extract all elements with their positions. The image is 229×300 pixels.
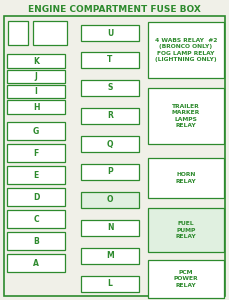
Text: C: C xyxy=(33,214,39,224)
Text: A: A xyxy=(33,259,39,268)
Text: PCM
POWER
RELAY: PCM POWER RELAY xyxy=(174,270,198,288)
Bar xyxy=(7,100,65,114)
Text: ENGINE COMPARTMENT FUSE BOX: ENGINE COMPARTMENT FUSE BOX xyxy=(28,4,201,14)
Bar xyxy=(81,276,139,292)
Text: M: M xyxy=(106,251,114,260)
Bar xyxy=(81,52,139,68)
Bar xyxy=(7,54,65,68)
Text: T: T xyxy=(107,56,113,64)
Text: H: H xyxy=(33,103,39,112)
Bar xyxy=(148,208,224,252)
Text: D: D xyxy=(33,193,39,202)
Text: J: J xyxy=(35,72,37,81)
Text: P: P xyxy=(107,167,113,176)
Bar xyxy=(7,122,65,140)
Bar xyxy=(81,25,139,41)
Bar xyxy=(81,136,139,152)
Text: U: U xyxy=(107,28,113,38)
Bar xyxy=(148,260,224,298)
Bar xyxy=(7,188,65,206)
Text: 4 WABS RELAY  #2
(BRONCO ONLY)
FOG LAMP RELAY
(LIGHTNING ONLY): 4 WABS RELAY #2 (BRONCO ONLY) FOG LAMP R… xyxy=(155,38,217,62)
Bar xyxy=(81,192,139,208)
Text: TRAILER
MARKER
LAMPS
RELAY: TRAILER MARKER LAMPS RELAY xyxy=(172,103,200,128)
Text: FUEL
PUMP
RELAY: FUEL PUMP RELAY xyxy=(176,221,196,239)
Bar xyxy=(7,70,65,83)
Text: K: K xyxy=(33,56,39,65)
Text: F: F xyxy=(33,148,39,158)
Text: R: R xyxy=(107,112,113,121)
Bar xyxy=(7,254,65,272)
Text: G: G xyxy=(33,127,39,136)
Text: B: B xyxy=(33,236,39,245)
Bar xyxy=(81,80,139,96)
Text: S: S xyxy=(107,83,113,92)
Bar xyxy=(81,108,139,124)
Text: N: N xyxy=(107,224,113,232)
Bar xyxy=(81,248,139,264)
Text: O: O xyxy=(107,196,113,205)
Text: Q: Q xyxy=(107,140,113,148)
Bar xyxy=(148,158,224,198)
Bar xyxy=(81,220,139,236)
Bar xyxy=(7,166,65,184)
Bar xyxy=(81,164,139,180)
Text: L: L xyxy=(108,280,112,289)
Bar xyxy=(8,21,28,45)
Bar xyxy=(7,85,65,98)
Bar xyxy=(148,88,224,144)
Bar xyxy=(7,144,65,162)
Bar xyxy=(7,210,65,228)
Bar xyxy=(7,232,65,250)
Text: HORN
RELAY: HORN RELAY xyxy=(176,172,196,184)
Bar xyxy=(148,22,224,78)
Text: I: I xyxy=(35,87,37,96)
Bar xyxy=(33,21,67,45)
Text: E: E xyxy=(33,170,39,179)
